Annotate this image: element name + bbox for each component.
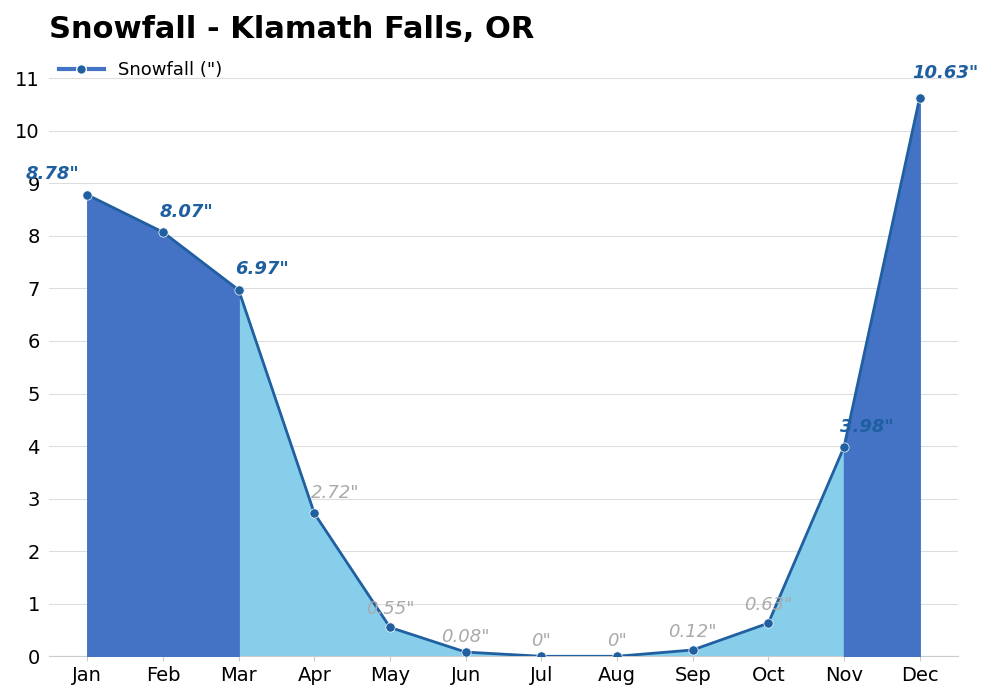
Text: Snowfall - Klamath Falls, OR: Snowfall - Klamath Falls, OR [49,15,535,44]
Point [836,442,852,453]
Point [155,227,171,238]
Text: 2.72": 2.72" [311,484,359,502]
Point [458,647,474,658]
Text: 0.63": 0.63" [744,596,793,614]
Text: 10.63": 10.63" [912,64,978,82]
Text: 0.55": 0.55" [366,600,414,618]
Legend: Snowfall ("): Snowfall (") [58,61,222,79]
Point [306,508,322,519]
Text: 0.12": 0.12" [668,622,717,640]
Point [685,645,701,656]
Text: 8.07": 8.07" [159,202,213,220]
Text: 3.98": 3.98" [840,417,894,435]
Point [533,651,549,662]
Text: 0.08": 0.08" [441,628,490,646]
Text: 0": 0" [531,632,551,650]
Text: 8.78": 8.78" [26,165,80,183]
Text: 6.97": 6.97" [235,260,289,279]
Point [231,284,247,295]
Point [609,651,625,662]
Point [760,617,776,629]
Point [912,92,928,103]
Text: 0": 0" [607,632,627,650]
Point [79,189,95,200]
Point [382,622,398,633]
